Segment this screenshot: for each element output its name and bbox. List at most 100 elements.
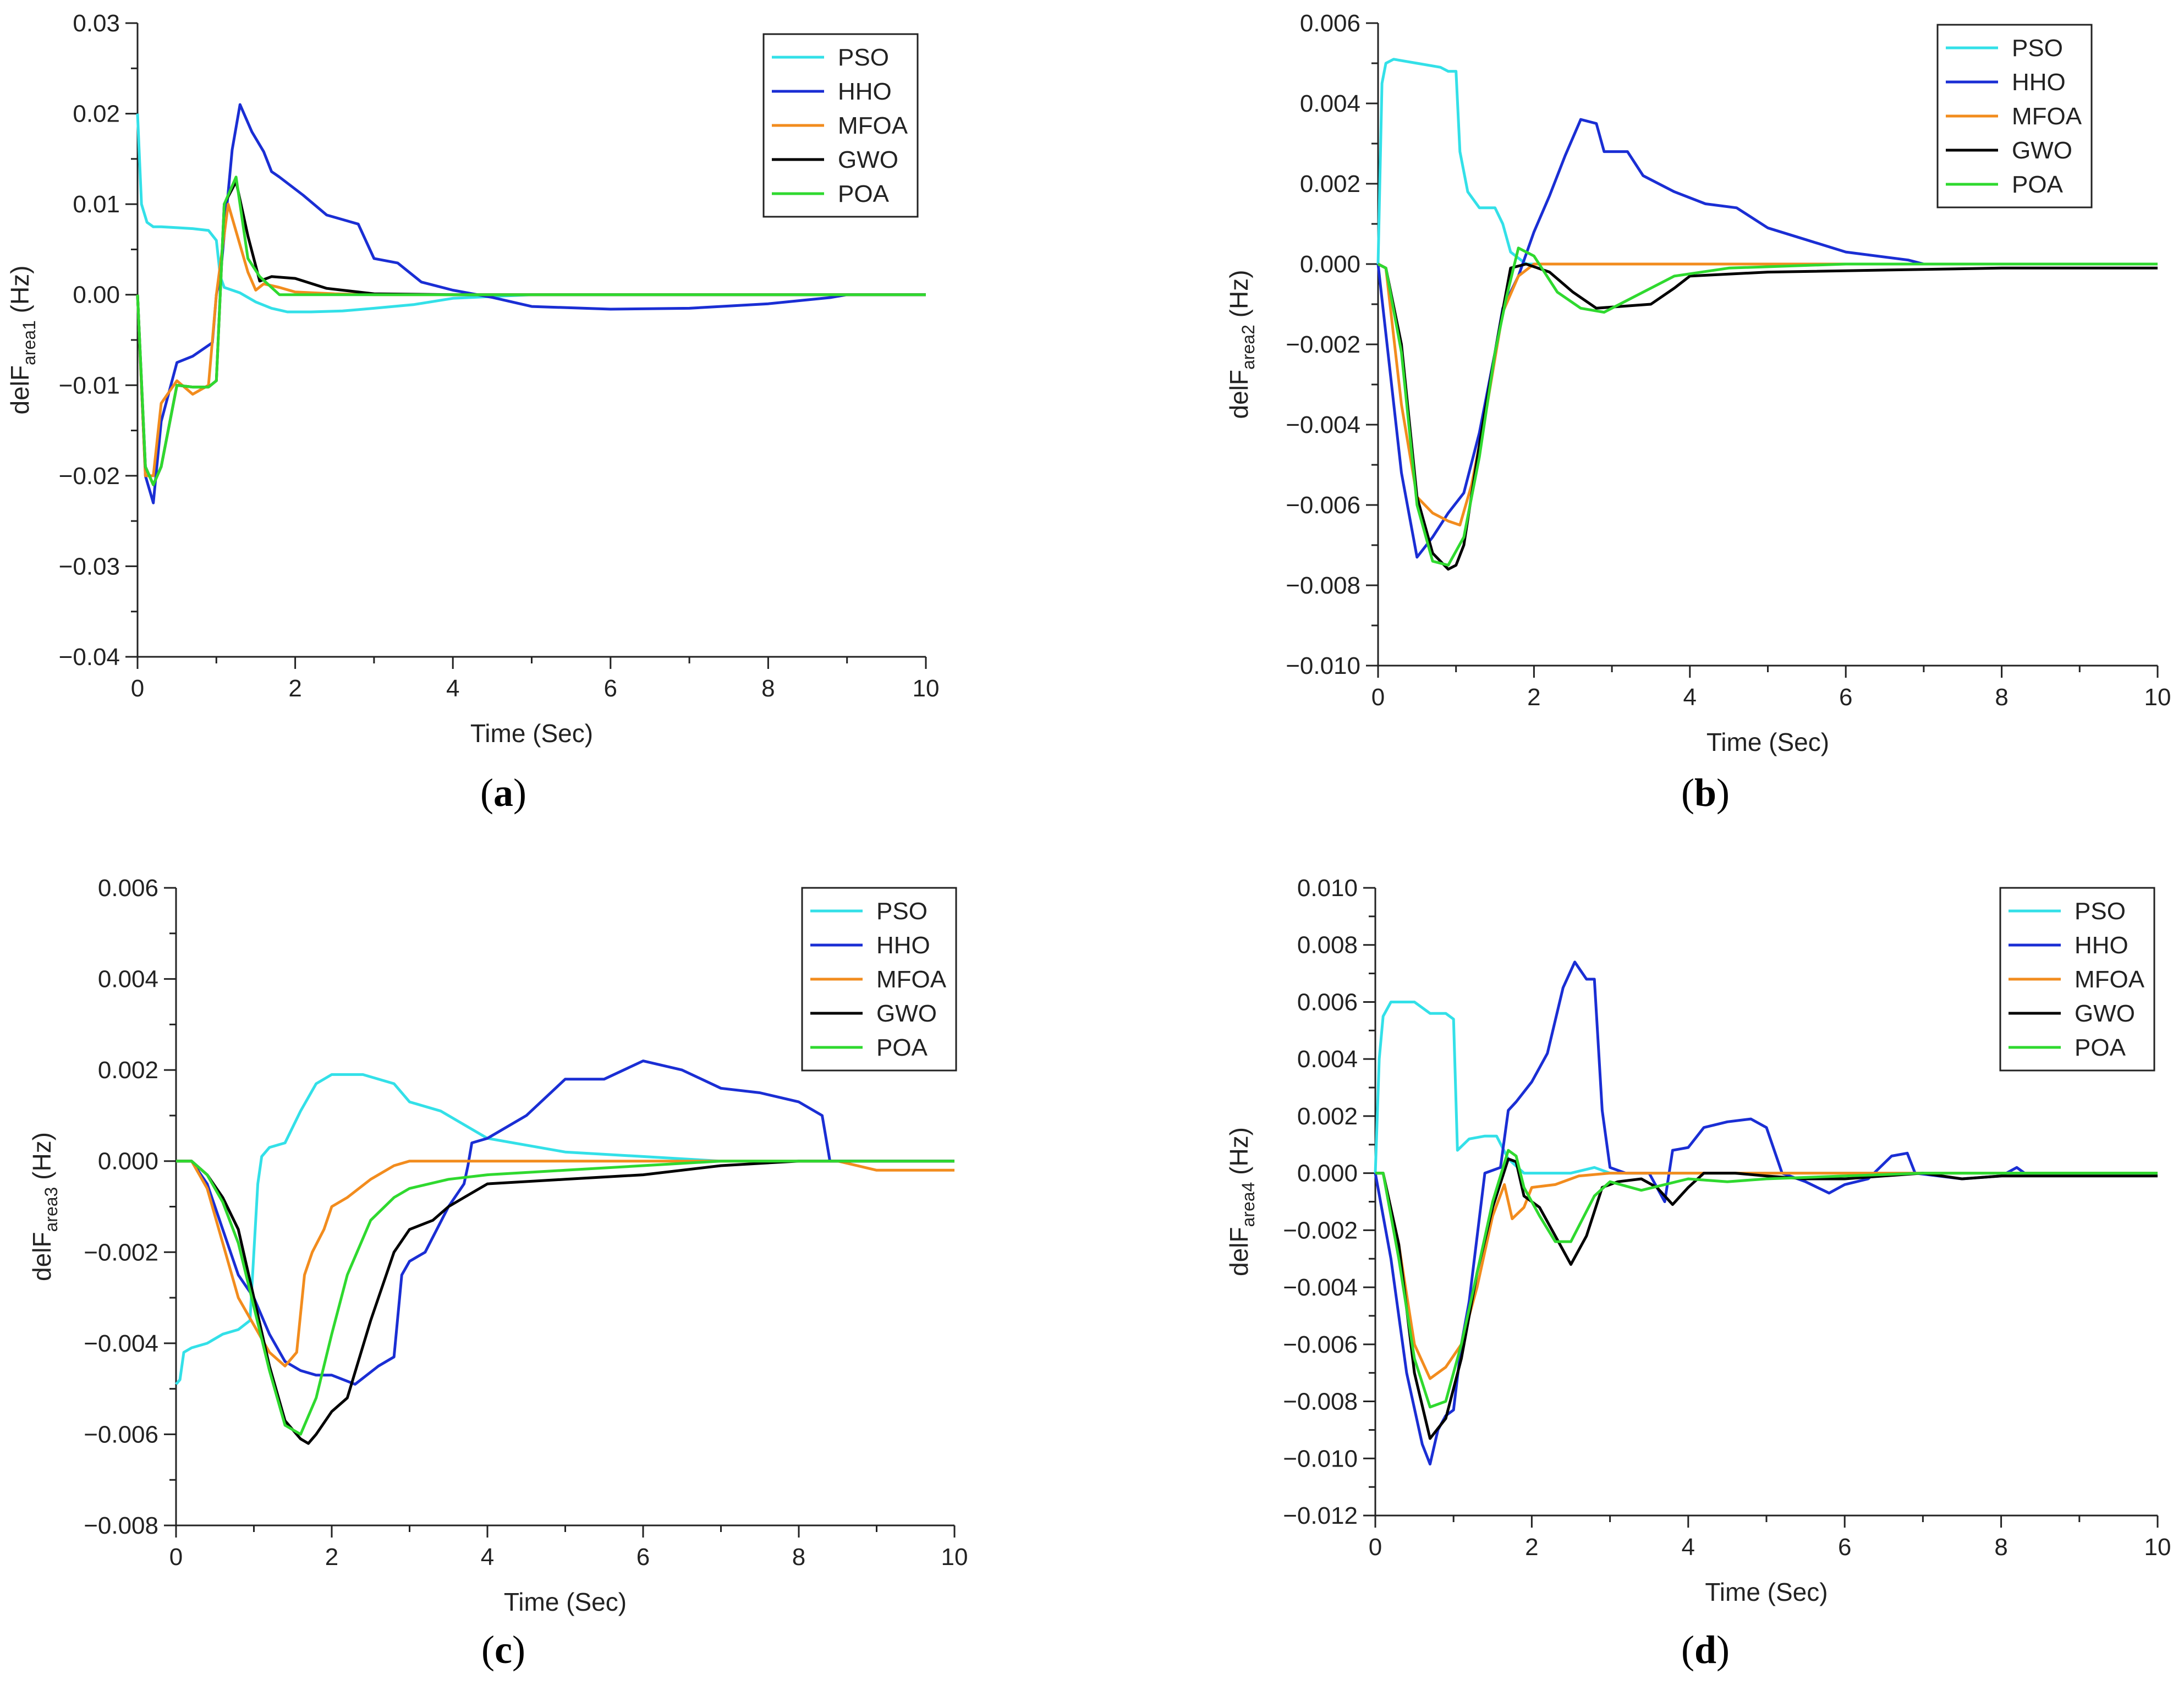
x-tick-label: 8 <box>1995 684 2008 711</box>
x-tick-label: 10 <box>941 1544 968 1571</box>
x-tick-label: 4 <box>1682 1534 1695 1561</box>
x-axis-label: Time (Sec) <box>504 1588 627 1616</box>
series-line-gwo <box>176 1160 954 1445</box>
y-tick-label: 0.02 <box>73 101 120 128</box>
x-tick-label: 4 <box>446 675 459 702</box>
y-tick-label: 0.000 <box>98 1148 158 1175</box>
x-axis-label: Time (Sec) <box>470 719 593 748</box>
y-axis-label-unit: (Hz) <box>6 266 34 321</box>
series-line-mfoa <box>1375 1172 2158 1380</box>
x-tick-label: 10 <box>913 675 940 702</box>
y-axis-label: delFarea2 (Hz) <box>1225 270 1258 419</box>
y-tick-label: 0.004 <box>1297 1046 1358 1073</box>
legend-label-gwo: GWO <box>2075 1000 2135 1027</box>
legend-label-pso: PSO <box>838 44 889 71</box>
panel-caption: (d) <box>1681 1628 1730 1672</box>
y-axis-label-main: delF <box>1225 370 1253 419</box>
y-axis-label: delFarea3 (Hz) <box>28 1132 61 1281</box>
y-tick-label: −0.004 <box>1286 411 1360 438</box>
legend-label-gwo: GWO <box>2012 137 2072 164</box>
y-tick-label: 0.000 <box>1297 1160 1358 1187</box>
x-tick-label: 6 <box>636 1544 650 1571</box>
y-tick-label: 0.006 <box>1297 989 1358 1015</box>
y-tick-label: 0.010 <box>1297 875 1358 902</box>
y-axis-label-main: delF <box>6 365 34 414</box>
x-axis-label: Time (Sec) <box>1706 728 1829 756</box>
legend-label-poa: POA <box>2075 1034 2126 1061</box>
y-tick-label: 0.01 <box>73 191 120 218</box>
x-tick-label: 2 <box>1527 684 1540 711</box>
x-tick-label: 2 <box>288 675 301 702</box>
legend-label-mfoa: MFOA <box>2075 966 2145 993</box>
x-tick-label: 0 <box>1369 1534 1382 1561</box>
y-tick-label: 0.000 <box>1300 251 1360 278</box>
x-tick-label: 10 <box>2144 1534 2171 1561</box>
series-line-hho <box>176 1059 954 1386</box>
series-line-poa <box>1377 246 2158 567</box>
legend-label-mfoa: MFOA <box>876 966 947 993</box>
caption-letter: a <box>493 771 513 815</box>
y-tick-label: −0.004 <box>1283 1274 1358 1301</box>
chart-panel-b: 0 2 4 6 8 10 −0.010 −0.008 −0.006 −0.004 −0.002 0.0… <box>1225 10 2171 815</box>
series-line-pso <box>175 1073 954 1386</box>
y-axis-label-unit: (Hz) <box>28 1132 56 1187</box>
x-tick-label: 8 <box>761 675 775 702</box>
legend-label-poa: POA <box>838 180 890 207</box>
y-tick-label: 0.002 <box>1297 1103 1358 1130</box>
y-tick-label: 0.03 <box>73 10 120 37</box>
y-tick-label: −0.006 <box>1286 492 1360 519</box>
y-tick-label: −0.002 <box>1283 1217 1358 1244</box>
chart-panel-a: 0 2 4 6 8 10 −0.04 −0.03 −0.02 −0.01 0.00 0.01 0.02 0… <box>6 10 939 815</box>
x-tick-label: 0 <box>1371 684 1385 711</box>
legend-label-mfoa: MFOA <box>838 112 908 139</box>
y-tick-label: −0.04 <box>59 644 120 671</box>
caption-paren-close: ) <box>512 1628 525 1672</box>
series-line-pso <box>1374 1001 2158 1175</box>
caption-paren-open: ( <box>481 1628 495 1672</box>
x-tick-label: 10 <box>2144 684 2171 711</box>
y-tick-label: −0.002 <box>84 1239 158 1266</box>
chart-panel-c: 0 2 4 6 8 10 −0.008 −0.006 −0.004 −0.002 0.000 0.00… <box>28 875 968 1672</box>
y-tick-label: −0.004 <box>84 1330 158 1357</box>
y-axis-label-main: delF <box>28 1232 56 1281</box>
x-tick-label: 6 <box>1839 684 1852 711</box>
x-tick-label: 0 <box>169 1544 183 1571</box>
y-tick-label: −0.010 <box>1283 1445 1358 1472</box>
y-tick-label: −0.008 <box>84 1512 158 1539</box>
x-tick-label: 8 <box>792 1544 805 1571</box>
legend-label-hho: HHO <box>2012 69 2066 96</box>
series-line-poa <box>176 1160 954 1436</box>
series-line-mfoa <box>176 1160 954 1368</box>
caption-letter: d <box>1694 1628 1716 1672</box>
y-tick-label: 0.006 <box>1300 10 1360 37</box>
legend-label-hho: HHO <box>876 932 930 959</box>
y-tick-label: −0.006 <box>1283 1331 1358 1358</box>
y-axis-label-subscript: area2 <box>1238 325 1258 370</box>
legend-label-pso: PSO <box>876 898 928 925</box>
x-tick-label: 6 <box>1838 1534 1851 1561</box>
y-tick-label: −0.008 <box>1286 572 1360 599</box>
caption-paren-open: ( <box>480 771 493 815</box>
y-tick-label: −0.002 <box>1286 331 1360 358</box>
y-tick-label: −0.03 <box>59 553 120 580</box>
y-tick-label: 0.004 <box>1300 90 1360 117</box>
y-axis-label-unit: (Hz) <box>1225 270 1253 325</box>
series-line-gwo <box>1377 262 2158 571</box>
caption-paren-open: ( <box>1681 1628 1694 1672</box>
x-axis-label: Time (Sec) <box>1705 1578 1828 1606</box>
caption-paren-close: ) <box>513 771 526 815</box>
x-tick-label: 4 <box>1683 684 1697 711</box>
x-tick-label: 6 <box>604 675 617 702</box>
x-tick-label: 2 <box>1525 1534 1538 1561</box>
x-tick-label: 8 <box>1994 1534 2007 1561</box>
x-tick-label: 4 <box>481 1544 494 1571</box>
y-axis-label-subscript: area3 <box>41 1187 61 1232</box>
caption-paren-open: ( <box>1681 771 1694 815</box>
y-tick-label: −0.02 <box>59 463 120 490</box>
y-tick-label: 0.008 <box>1297 932 1358 959</box>
legend-label-pso: PSO <box>2075 898 2126 925</box>
y-tick-label: −0.010 <box>1286 652 1360 679</box>
legend-label-poa: POA <box>876 1034 928 1061</box>
